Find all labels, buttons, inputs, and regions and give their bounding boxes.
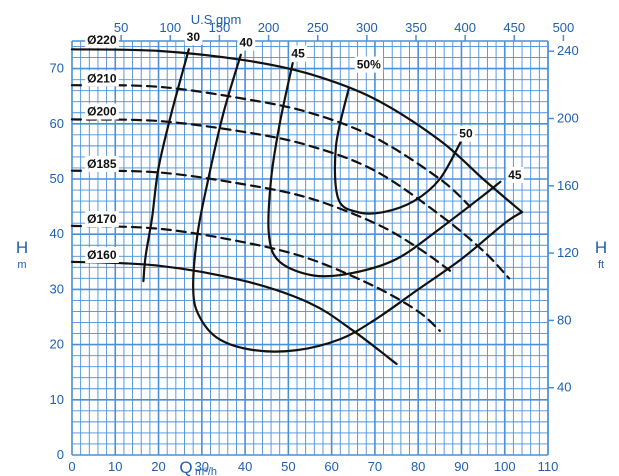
top-tick-label: 350 [405,20,427,35]
top-tick-label: 50 [114,20,128,35]
y-axis-left-quantity: H [16,238,28,257]
x-tick-label: 110 [538,459,559,474]
x-tick-label: 20 [151,459,165,474]
label-background [85,103,119,120]
top-axis-unit: U.S.gpm [191,12,242,27]
label-background [506,167,524,183]
impeller-diameter-label: Ø200 [87,105,117,119]
label-background [85,247,119,264]
right-tick-label: 240 [557,43,579,58]
top-tick-label: 500 [553,20,575,35]
top-tick-label: 200 [258,20,280,35]
y-axis-right-unit: ft [598,259,604,271]
impeller-curve [70,224,441,332]
x-tick-label: 80 [411,459,425,474]
impeller-curve [70,169,454,274]
efficiency-label: 45 [508,168,522,182]
efficiency-curve [192,53,524,353]
curves [70,48,524,365]
impeller-curve [70,118,511,280]
label-background [85,31,119,48]
label-background [289,45,308,62]
x-tick-label: 60 [324,459,338,474]
label-background [85,211,119,228]
y-axis-right-quantity: H [595,238,607,257]
top-tick-label: 250 [307,20,329,35]
label-background [237,34,256,51]
top-tick-label: 100 [159,20,181,35]
x-tick-label: 90 [454,459,468,474]
impeller-diameter-label: Ø170 [87,212,117,226]
impeller-diameter-label: Ø210 [87,71,117,85]
y-tick-label: 20 [50,337,64,352]
impeller-curve [70,260,398,365]
efficiency-label: 30 [187,30,201,44]
impeller-diameter-label: Ø220 [87,33,117,47]
label-background [457,125,475,142]
efficiency-curve [267,62,502,278]
efficiency-label: 50% [357,58,381,72]
grid [71,35,565,456]
x-axis-unit: m³/h [195,466,217,476]
y-tick-label: 40 [50,226,64,241]
efficiency-label: 40 [239,36,253,50]
x-tick-label: 70 [368,459,382,474]
x-tick-label: 10 [108,459,122,474]
axes: 0 10 20 30 40 50 60 70 80 90 100 110 0 10 20 30 40 50 60 70… [16,12,607,476]
y-tick-label: 50 [50,171,64,186]
x-tick-label: 50 [281,459,295,474]
x-tick-label: 0 [68,459,75,474]
y-tick-label: 70 [50,61,64,76]
x-tick-label: 100 [494,459,516,474]
right-tick-label: 120 [557,245,579,260]
right-tick-label: 80 [557,312,571,327]
impeller-diameter-label: Ø185 [87,157,117,171]
y-tick-label: 0 [57,447,64,462]
x-tick-label: 40 [238,459,252,474]
efficiency-label: 50 [459,127,473,141]
top-tick-label: 150 [209,20,231,35]
right-tick-label: 200 [557,111,579,126]
x-tick-label: 30 [195,459,209,474]
label-background [85,70,119,87]
y-tick-label: 10 [50,392,64,407]
label-background [184,29,203,45]
curve-labels: Ø220 Ø210 Ø200 Ø185 Ø170 Ø160 30 40 45 50% 50 45 [85,29,524,264]
impeller-curve [70,48,524,214]
x-axis-quantity: Q [179,458,192,476]
y-tick-label: 60 [50,116,64,131]
efficiency-label: 45 [291,47,305,61]
y-axis-left-unit: m [17,259,26,271]
top-tick-label: 300 [356,20,378,35]
top-tick-label: 450 [503,20,525,35]
y-tick-label: 30 [50,281,64,296]
impeller-diameter-label: Ø160 [87,248,117,262]
right-tick-label: 40 [557,380,571,395]
efficiency-curve [142,48,190,283]
top-tick-label: 400 [454,20,476,35]
efficiency-curve [333,86,463,215]
label-background [85,155,119,172]
label-background [354,56,384,73]
right-tick-label: 160 [557,178,579,193]
